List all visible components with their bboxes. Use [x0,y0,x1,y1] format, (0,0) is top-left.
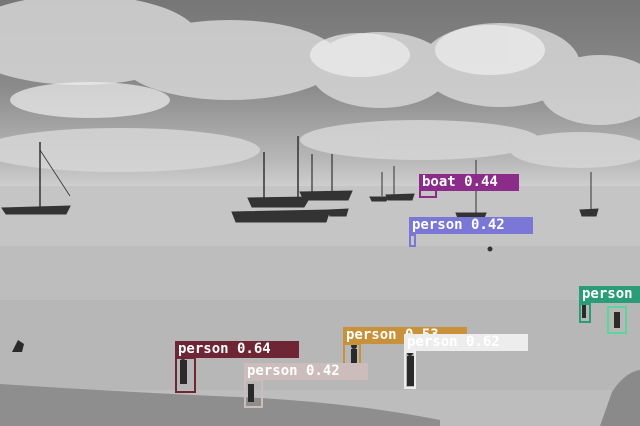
person-detection-box [244,379,263,408]
person-detection-box [409,234,416,247]
person-detection-box [343,343,361,365]
person-detection-label: person 0.42 [244,363,368,380]
person-detection-box [404,351,416,389]
person-detection-box [607,306,627,334]
person-detection-label: person 0.64 [175,341,299,358]
beach [0,384,440,426]
person-detection-label: person 0.62 [404,334,528,351]
person-detection-box [579,303,591,323]
person-detection-label: person [579,286,640,303]
sailboats [1,136,599,252]
person-detection-box [175,357,196,393]
person-detection-label: person 0.42 [409,217,533,234]
boat-detection-label: boat 0.44 [419,174,519,191]
